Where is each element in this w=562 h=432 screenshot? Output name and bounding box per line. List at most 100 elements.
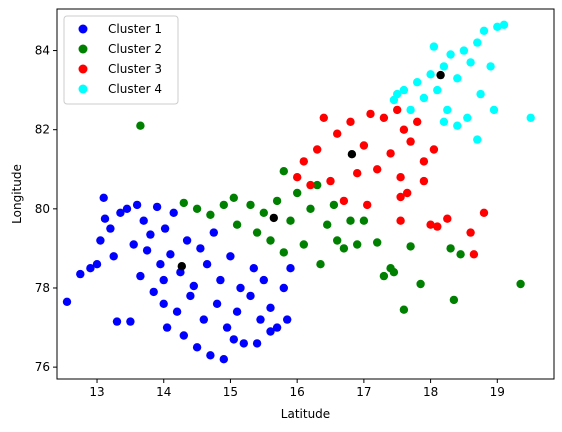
cluster-2-point	[273, 197, 281, 205]
cluster-2-point	[323, 221, 331, 229]
cluster-3-point	[366, 110, 374, 118]
cluster-3-point	[443, 215, 451, 223]
cluster-2-point	[446, 244, 454, 252]
cluster-2-point	[293, 189, 301, 197]
cluster-4-point	[440, 62, 448, 70]
cluster-1-point	[206, 351, 214, 359]
cluster-4-point	[446, 50, 454, 58]
legend-marker-cluster-1	[79, 25, 88, 34]
x-tick-label: 14	[156, 385, 171, 399]
cluster-4-point	[453, 74, 461, 82]
cluster-1-point	[196, 244, 204, 252]
cluster-1-point	[200, 315, 208, 323]
cluster-4-point	[420, 94, 428, 102]
x-axis-label: Latitude	[281, 407, 330, 421]
cluster-3-point	[313, 145, 321, 153]
cluster-2-point	[456, 250, 464, 258]
cluster-4-point	[440, 118, 448, 126]
cluster-1-point	[170, 209, 178, 217]
legend-label-cluster-4: Cluster 4	[108, 82, 162, 96]
legend-label-cluster-2: Cluster 2	[108, 42, 162, 56]
cluster-4-point	[473, 38, 481, 46]
cluster-2-point	[253, 228, 261, 236]
cluster-1-point	[76, 270, 84, 278]
cluster-3-point	[396, 173, 404, 181]
cluster-3-point	[420, 177, 428, 185]
cluster-1-point	[160, 300, 168, 308]
cluster-2-point	[373, 238, 381, 246]
cluster-1-point	[210, 228, 218, 236]
cluster-1-point	[236, 284, 244, 292]
cluster-1-point	[220, 355, 228, 363]
cluster-1-point	[96, 236, 104, 244]
cluster-3-point	[333, 130, 341, 138]
cluster-3-point	[353, 169, 361, 177]
centroid-point	[348, 150, 356, 158]
cluster-2-point	[406, 242, 414, 250]
cluster-4-point	[466, 58, 474, 66]
cluster-4-point	[476, 90, 484, 98]
cluster-1-point	[283, 315, 291, 323]
cluster-2-point	[340, 244, 348, 252]
cluster-4-point	[500, 21, 508, 29]
cluster-3-point	[466, 228, 474, 236]
cluster-3-point	[306, 181, 314, 189]
cluster-3-point	[320, 114, 328, 122]
cluster-4-point	[453, 122, 461, 130]
cluster-1-point	[280, 284, 288, 292]
cluster-1-point	[133, 201, 141, 209]
cluster-1-point	[173, 308, 181, 316]
cluster-1-point	[266, 327, 274, 335]
cluster-4-point	[480, 27, 488, 35]
cluster-1-point	[160, 276, 168, 284]
cluster-2-point	[180, 199, 188, 207]
cluster-3-point	[340, 197, 348, 205]
cluster-1-point	[186, 292, 194, 300]
cluster-2-point	[346, 217, 354, 225]
cluster-2-point	[193, 205, 201, 213]
cluster-3-point	[326, 177, 334, 185]
cluster-2-point	[206, 211, 214, 219]
cluster-2-point	[246, 201, 254, 209]
cluster-1-point	[180, 331, 188, 339]
cluster-2-point	[233, 221, 241, 229]
cluster-4-point	[463, 114, 471, 122]
cluster-1-point	[106, 224, 114, 232]
cluster-2-point	[400, 306, 408, 314]
cluster-1-point	[153, 203, 161, 211]
cluster-1-point	[146, 230, 154, 238]
legend: Cluster 1 Cluster 2 Cluster 3 Cluster 4	[64, 16, 178, 104]
cluster-1-point	[163, 323, 171, 331]
cluster-1-point	[183, 236, 191, 244]
cluster-4-point	[430, 42, 438, 50]
cluster-2-point	[230, 194, 238, 202]
cluster-4-point	[406, 106, 414, 114]
cluster-3-point	[406, 137, 414, 145]
cluster-1-point	[101, 215, 109, 223]
cluster-2-point	[280, 167, 288, 175]
cluster-2-point	[136, 122, 144, 130]
cluster-2-point	[330, 201, 338, 209]
cluster-4-point	[486, 62, 494, 70]
cluster-1-point	[93, 260, 101, 268]
cluster-3-point	[420, 157, 428, 165]
cluster-2-point	[280, 248, 288, 256]
cluster-3-point	[396, 217, 404, 225]
cluster-1-point	[113, 317, 121, 325]
cluster-1-point	[136, 272, 144, 280]
cluster-1-point	[110, 252, 118, 260]
cluster-1-point	[226, 252, 234, 260]
cluster-1-point	[166, 250, 174, 258]
cluster-3-point	[293, 173, 301, 181]
cluster-1-point	[123, 205, 131, 213]
cluster-1-point	[143, 246, 151, 254]
cluster-1-point	[150, 288, 158, 296]
cluster-3-point	[300, 157, 308, 165]
cluster-1-point	[230, 335, 238, 343]
cluster-4-point	[433, 86, 441, 94]
y-tick-label: 76	[35, 360, 50, 374]
legend-marker-cluster-3	[79, 65, 88, 74]
cluster-3-point	[470, 250, 478, 258]
legend-marker-cluster-4	[79, 85, 88, 94]
cluster-3-point	[413, 118, 421, 126]
